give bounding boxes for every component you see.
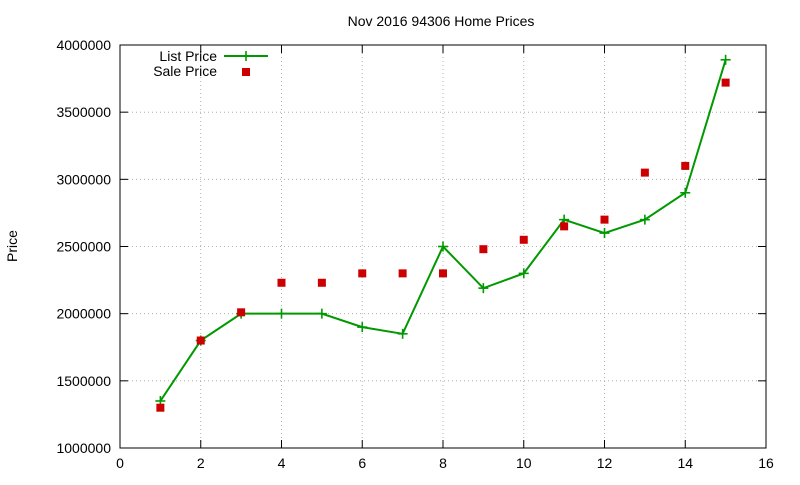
sale-price-point <box>479 245 488 254</box>
x-tick-label: 10 <box>516 455 532 471</box>
y-tick-label: 3000000 <box>56 171 111 187</box>
sale-price-point <box>317 278 326 287</box>
list-price-point <box>357 322 368 333</box>
chart-title: Nov 2016 94306 Home Prices <box>348 13 535 29</box>
sale-price-point <box>721 78 730 87</box>
sale-price-point <box>640 168 649 177</box>
list-price-point <box>478 283 489 294</box>
list-price-point <box>680 187 691 198</box>
legend-marker-sale-price <box>242 68 250 76</box>
y-tick-label: 4000000 <box>56 37 111 53</box>
sale-price-point <box>237 308 246 317</box>
y-tick-label: 2500000 <box>56 239 111 255</box>
sale-price-point <box>277 278 286 287</box>
sale-price-point <box>439 269 447 278</box>
y-tick-label: 1500000 <box>56 373 111 389</box>
sale-price-point <box>519 235 528 244</box>
list-price-point <box>316 308 327 319</box>
sale-price-point <box>358 269 367 278</box>
list-price-point <box>438 241 448 252</box>
x-tick-label: 6 <box>358 455 366 471</box>
y-tick-label: 1000000 <box>56 440 111 456</box>
x-tick-label: 8 <box>439 455 447 471</box>
list-price-point <box>276 308 287 319</box>
sale-price-point <box>681 161 690 170</box>
legend-label-list-price: List Price <box>159 48 217 64</box>
list-price-point <box>518 268 529 279</box>
sale-price-point <box>600 215 609 224</box>
axes: 1000000 1500000 2000000 2500000 3000000 35000… <box>56 37 774 471</box>
x-tick-label: 0 <box>116 455 124 471</box>
x-tick-label: 2 <box>197 455 205 471</box>
sale-price-point <box>398 269 407 278</box>
legend-marker-list-price <box>241 51 251 61</box>
list-price-point <box>397 328 408 339</box>
x-tick-label: 16 <box>758 455 774 471</box>
sale-price-point <box>156 403 165 412</box>
y-tick-label: 2000000 <box>56 306 111 322</box>
list-price-point <box>720 54 731 65</box>
sale-price-point <box>196 336 205 345</box>
list-price-point <box>639 214 650 225</box>
x-tick-label: 12 <box>597 455 613 471</box>
y-tick-label: 3500000 <box>56 104 111 120</box>
x-tick-label: 4 <box>278 455 286 471</box>
legend-label-sale-price: Sale Price <box>153 63 217 79</box>
y-axis-label: Price <box>4 230 20 262</box>
plot-area <box>155 54 731 412</box>
x-tick-label: 14 <box>677 455 693 471</box>
sale-price-point <box>560 222 569 231</box>
list-price-point <box>599 228 610 239</box>
